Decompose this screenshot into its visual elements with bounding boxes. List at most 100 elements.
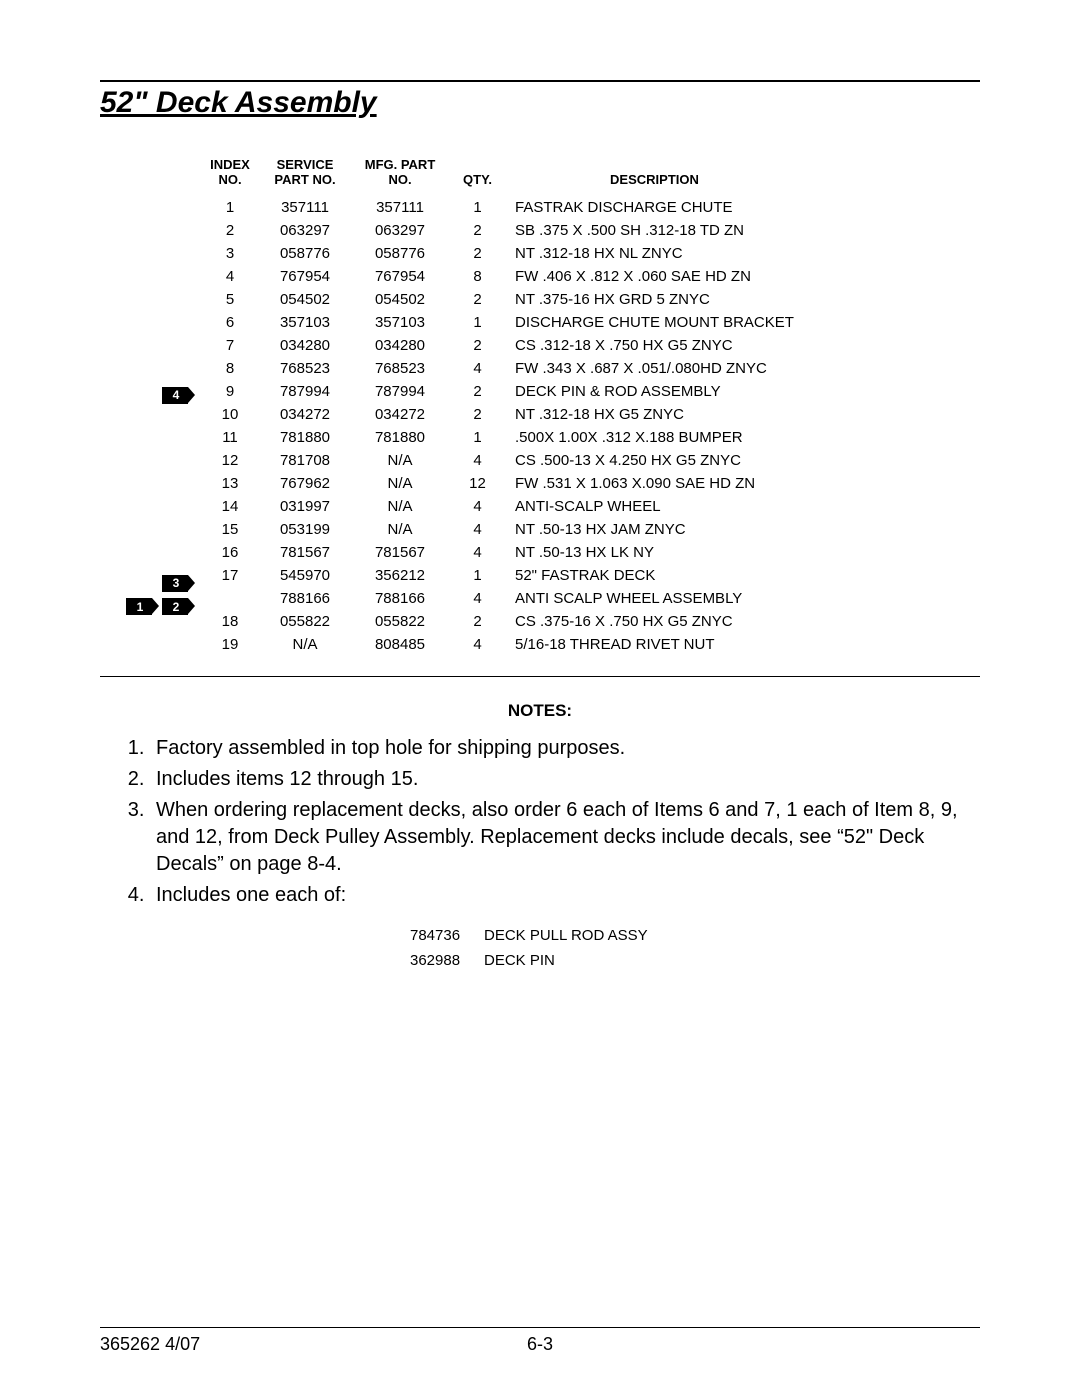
cell-mfg: 356212 [350,564,450,587]
cell-desc: CS .312-18 X .750 HX G5 ZNYC [505,334,804,357]
cell-index: 4 [200,265,260,288]
cell-mfg: N/A [350,518,450,541]
cell-desc: FASTRAK DISCHARGE CHUTE [505,196,804,219]
sub-part-number: 362988 [410,952,484,969]
cell-index: 19 [200,633,260,656]
cell-service: 781708 [260,449,350,472]
sub-part-number: 784736 [410,927,484,944]
cell-desc: CS .500-13 X 4.250 HX G5 ZNYC [505,449,804,472]
sub-part-desc: DECK PIN [484,952,555,969]
table-row: 167815677815674NT .50-13 HX LK NY [200,541,804,564]
cell-index: 14 [200,495,260,518]
cell-qty: 8 [450,265,505,288]
cell-mfg: 781880 [350,426,450,449]
cell-desc: 5/16-18 THREAD RIVET NUT [505,633,804,656]
cell-index: 9 [200,380,260,403]
cell-mfg: 034280 [350,334,450,357]
divider [100,676,980,677]
cell-qty: 2 [450,610,505,633]
cell-qty: 4 [450,541,505,564]
cell-desc: FW .343 X .687 X .051/.080HD ZNYC [505,357,804,380]
cell-mfg: 034272 [350,403,450,426]
cell-qty: 12 [450,472,505,495]
cell-desc: NT .312-18 HX NL ZNYC [505,242,804,265]
cell-mfg: N/A [350,472,450,495]
cell-qty: 1 [450,196,505,219]
cell-index: 17 [200,564,260,587]
note-marker-icon: 4 [162,387,188,404]
cell-index: 7 [200,334,260,357]
sub-part-row: 784736DECK PULL ROD ASSY [410,927,980,944]
cell-index: 10 [200,403,260,426]
cell-mfg: N/A [350,495,450,518]
cell-mfg: 054502 [350,288,450,311]
cell-qty: 2 [450,334,505,357]
cell-index: 18 [200,610,260,633]
table-row: 63571033571031DISCHARGE CHUTE MOUNT BRAC… [200,311,804,334]
cell-service: 545970 [260,564,350,587]
cell-index: 2 [200,219,260,242]
cell-service: 357111 [260,196,350,219]
table-row: 13571113571111FASTRAK DISCHARGE CHUTE [200,196,804,219]
note-marker-icon: 2 [162,598,188,615]
sub-parts-list: 784736DECK PULL ROD ASSY362988DECK PIN [410,927,980,969]
sub-part-row: 362988DECK PIN [410,952,980,969]
sub-part-desc: DECK PULL ROD ASSY [484,927,648,944]
cell-service: 768523 [260,357,350,380]
cell-service: N/A [260,633,350,656]
cell-desc: FW .406 X .812 X .060 SAE HD ZN [505,265,804,288]
note-marker-group: 3 [162,574,198,592]
col-index: INDEXNO. [200,158,260,196]
cell-service: 054502 [260,288,350,311]
cell-index: 1 [200,196,260,219]
note-item: Includes items 12 through 15. [150,766,980,793]
cell-desc: CS .375-16 X .750 HX G5 ZNYC [505,610,804,633]
table-row: 47679547679548FW .406 X .812 X .060 SAE … [200,265,804,288]
table-row: 13767962N/A12FW .531 X 1.063 X.090 SAE H… [200,472,804,495]
note-marker-icon: 1 [126,598,152,615]
cell-mfg: 767954 [350,265,450,288]
note-marker-group: 4 [162,386,198,404]
parts-table-wrap: 4312 INDEXNO. SERVICEPART NO. MFG. PARTN… [200,158,980,656]
note-item: Factory assembled in top hole for shippi… [150,735,980,762]
cell-index: 12 [200,449,260,472]
note-item: Includes one each of: [150,882,980,909]
cell-service: 767962 [260,472,350,495]
col-qty: QTY. [450,158,505,196]
parts-header-row: INDEXNO. SERVICEPART NO. MFG. PARTNO. QT… [200,158,804,196]
cell-mfg: 357111 [350,196,450,219]
cell-desc: NT .50-13 HX LK NY [505,541,804,564]
cell-index: 5 [200,288,260,311]
cell-desc: NT .50-13 HX JAM ZNYC [505,518,804,541]
cell-mfg: N/A [350,449,450,472]
cell-qty: 4 [450,357,505,380]
cell-index: 8 [200,357,260,380]
table-row: 15053199N/A4NT .50-13 HX JAM ZNYC [200,518,804,541]
cell-qty: 1 [450,426,505,449]
cell-service: 031997 [260,495,350,518]
cell-service: 063297 [260,219,350,242]
cell-service: 034272 [260,403,350,426]
table-row: 87685237685234FW .343 X .687 X .051/.080… [200,357,804,380]
table-row: 70342800342802CS .312-18 X .750 HX G5 ZN… [200,334,804,357]
table-row: 50545020545022NT .375-16 HX GRD 5 ZNYC [200,288,804,311]
cell-service: 788166 [260,587,350,610]
cell-qty: 2 [450,288,505,311]
table-row: 17545970356212152" FASTRAK DECK [200,564,804,587]
footer-center: 6-3 [100,1334,980,1355]
table-row: 12781708N/A4CS .500-13 X 4.250 HX G5 ZNY… [200,449,804,472]
cell-desc: DECK PIN & ROD ASSEMBLY [505,380,804,403]
cell-service: 034280 [260,334,350,357]
table-row: 14031997N/A4ANTI-SCALP WHEEL [200,495,804,518]
cell-service: 053199 [260,518,350,541]
cell-mfg: 055822 [350,610,450,633]
col-service: SERVICEPART NO. [260,158,350,196]
parts-table: INDEXNO. SERVICEPART NO. MFG. PARTNO. QT… [200,158,804,656]
cell-qty: 2 [450,380,505,403]
cell-desc: FW .531 X 1.063 X.090 SAE HD ZN [505,472,804,495]
cell-index: 6 [200,311,260,334]
cell-mfg: 808485 [350,633,450,656]
page-footer: 365262 4/07 6-3 [100,1327,980,1355]
table-row: 7881667881664ANTI SCALP WHEEL ASSEMBLY [200,587,804,610]
col-mfg: MFG. PARTNO. [350,158,450,196]
